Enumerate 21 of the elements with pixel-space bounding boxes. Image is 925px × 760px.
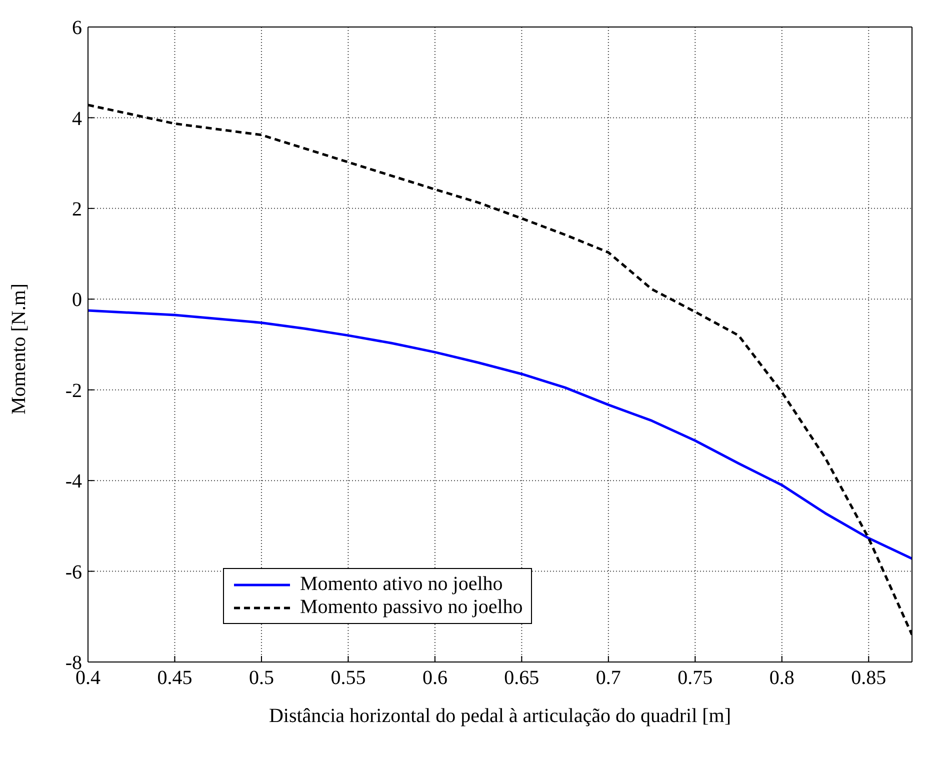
x-tick-label: 0.45 xyxy=(157,667,192,690)
legend-label: Momento ativo no joelho xyxy=(300,573,503,596)
y-tick-label: -6 xyxy=(65,561,82,584)
y-tick-label: -4 xyxy=(65,470,82,493)
y-tick-label: 0 xyxy=(72,289,82,312)
x-tick-label: 0.6 xyxy=(422,667,448,690)
y-axis-title: Momento [N.m] xyxy=(8,283,30,414)
x-axis-title: Distância horizontal do pedal à articulação do quadril [m] xyxy=(268,705,732,727)
y-tick-label: 6 xyxy=(72,17,82,40)
y-tick-label: 4 xyxy=(72,108,82,130)
line-series xyxy=(88,309,912,560)
x-tick-label: 0.55 xyxy=(330,667,366,690)
x-tick-label: 0.8 xyxy=(769,667,794,690)
x-tick-label: 0.65 xyxy=(504,667,540,690)
x-tick-label: 0.5 xyxy=(248,667,274,690)
y-tick-label: 2 xyxy=(72,198,82,221)
x-tick-label: 0.7 xyxy=(596,667,621,690)
x-tick-label: 0.75 xyxy=(678,667,713,690)
x-tick-label: 0.85 xyxy=(851,667,886,690)
legend-label: Momento passivo no joelho xyxy=(300,596,523,619)
y-tick-label: -2 xyxy=(65,380,82,402)
